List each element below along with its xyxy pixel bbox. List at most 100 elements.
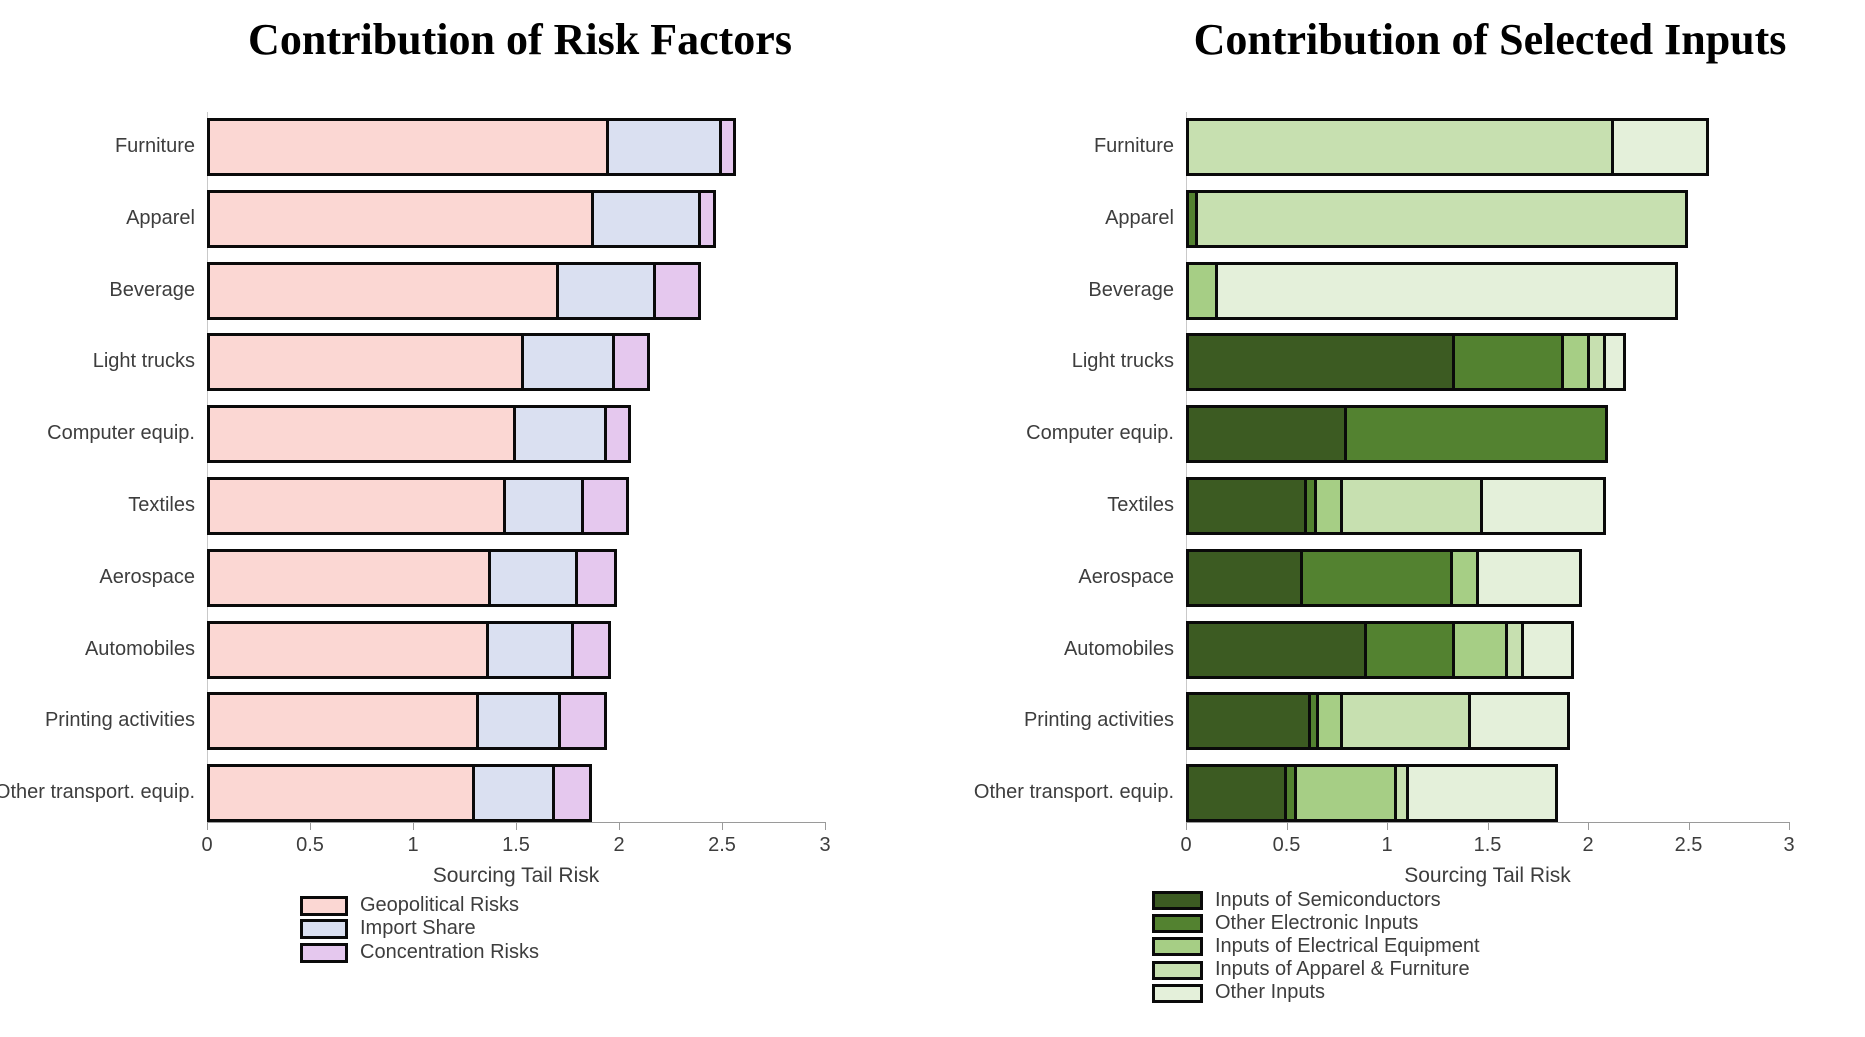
bar-segment bbox=[1186, 549, 1303, 607]
x-axis-tick bbox=[1487, 822, 1489, 830]
bar-segment bbox=[1452, 621, 1508, 679]
x-axis-tick-label: 1.5 bbox=[502, 834, 530, 856]
x-axis-tick-label: 3 bbox=[1783, 834, 1795, 856]
bar-segment bbox=[1215, 262, 1679, 320]
x-axis-tick bbox=[207, 822, 208, 830]
x-axis-tick bbox=[619, 822, 620, 830]
bar-segment bbox=[1186, 118, 1615, 176]
bar-segment bbox=[1343, 405, 1609, 463]
bar-segment bbox=[207, 262, 560, 320]
x-axis-label: Sourcing Tail Risk bbox=[432, 864, 600, 887]
category-label: Textiles bbox=[1107, 494, 1174, 516]
legend-label: Other Electronic Inputs bbox=[1215, 911, 1419, 934]
x-axis-tick-label: 2 bbox=[613, 834, 625, 856]
bar-segment bbox=[1293, 764, 1398, 822]
category-label: Other transport. equip. bbox=[973, 781, 1174, 803]
bar-segment bbox=[1476, 549, 1582, 607]
legend-label: Inputs of Electrical Equipment bbox=[1215, 934, 1480, 957]
legend-swatch bbox=[300, 896, 348, 916]
bar-segment bbox=[488, 549, 578, 607]
category-label: Printing activities bbox=[1023, 709, 1174, 731]
legend-label: Import Share bbox=[360, 917, 476, 940]
x-axis-tick-label: 1 bbox=[1381, 834, 1393, 856]
bar-segment bbox=[207, 333, 525, 391]
bar-segment bbox=[570, 621, 611, 679]
bar-segment bbox=[207, 190, 595, 248]
bar-segment bbox=[207, 549, 492, 607]
legend-swatch bbox=[1152, 914, 1203, 934]
legend-label: Geopolitical Risks bbox=[360, 894, 519, 916]
category-label: Printing activities bbox=[44, 709, 195, 731]
bar-segment bbox=[611, 333, 650, 391]
bar-segment bbox=[605, 118, 722, 176]
bar-segment bbox=[1186, 333, 1456, 391]
right-chart-title: Contribution of Selected Inputs bbox=[1193, 15, 1787, 64]
category-label: Light trucks bbox=[1071, 350, 1174, 372]
x-axis-tick bbox=[825, 822, 826, 830]
x-axis-tick-label: 0 bbox=[201, 834, 213, 856]
x-axis-tick-label: 0 bbox=[1180, 834, 1192, 856]
bar-segment bbox=[1468, 692, 1570, 750]
bar-segment bbox=[207, 621, 490, 679]
legend-label: Inputs of Apparel & Furniture bbox=[1215, 958, 1470, 981]
x-axis-tick bbox=[1789, 822, 1790, 830]
x-axis-tick bbox=[1286, 822, 1288, 830]
x-axis-tick-label: 0.5 bbox=[296, 834, 324, 856]
bar-segment bbox=[207, 477, 506, 535]
bar-segment bbox=[552, 764, 593, 822]
x-axis-tick bbox=[722, 822, 723, 830]
bar-segment bbox=[1186, 621, 1367, 679]
bar-segment bbox=[1186, 764, 1287, 822]
bar-segment bbox=[207, 764, 475, 822]
bar-segment bbox=[207, 405, 516, 463]
bar-segment bbox=[207, 692, 479, 750]
x-axis-tick bbox=[1387, 822, 1388, 830]
bar-segment bbox=[1480, 477, 1607, 535]
category-label: Apparel bbox=[1105, 207, 1174, 229]
x-axis-tick-label: 1.5 bbox=[1473, 834, 1502, 856]
bar-segment bbox=[471, 764, 556, 822]
legend-label: Concentration Risks bbox=[360, 940, 539, 963]
x-axis-tick bbox=[310, 822, 311, 830]
category-label: Furniture bbox=[1093, 135, 1174, 157]
bar-segment bbox=[653, 262, 702, 320]
bar-segment bbox=[1520, 621, 1574, 679]
bar-segment bbox=[1450, 549, 1480, 607]
legend-swatch bbox=[300, 942, 348, 963]
x-axis-tick-label: 1 bbox=[407, 834, 419, 856]
bar-segment bbox=[580, 477, 630, 535]
x-axis-tick-label: 3 bbox=[819, 834, 831, 856]
bar-segment bbox=[1186, 262, 1219, 320]
x-axis-tick bbox=[1186, 822, 1187, 830]
bar-segment bbox=[1313, 477, 1343, 535]
x-axis-tick bbox=[516, 822, 517, 830]
bar-segment bbox=[1339, 477, 1484, 535]
category-label: Computer equip. bbox=[47, 422, 195, 444]
bar-segment bbox=[719, 118, 737, 176]
bar-segment bbox=[502, 477, 584, 535]
bar-segment bbox=[1611, 118, 1709, 176]
bar-segment bbox=[486, 621, 574, 679]
category-label: Aerospace bbox=[99, 566, 195, 588]
bar-segment bbox=[558, 692, 607, 750]
bar-segment bbox=[1406, 764, 1558, 822]
bar-segment bbox=[556, 262, 657, 320]
category-label: Light trucks bbox=[92, 350, 195, 372]
x-axis-tick-label: 2.5 bbox=[708, 834, 736, 856]
bar-segment bbox=[1560, 333, 1590, 391]
category-label: Beverage bbox=[1088, 279, 1174, 301]
bar-segment bbox=[1603, 333, 1627, 391]
x-axis-tick-label: 2 bbox=[1582, 834, 1594, 856]
y-axis-line bbox=[207, 112, 208, 822]
left-chart-title: Contribution of Risk Factors bbox=[248, 15, 792, 64]
bar-segment bbox=[1315, 692, 1343, 750]
x-axis-label: Sourcing Tail Risk bbox=[1404, 864, 1571, 887]
x-axis-tick bbox=[413, 822, 414, 830]
bar-segment bbox=[521, 333, 615, 391]
x-axis-tick bbox=[1688, 822, 1690, 830]
category-label: Computer equip. bbox=[1026, 422, 1174, 444]
bar-segment bbox=[1186, 405, 1347, 463]
category-label: Automobiles bbox=[84, 638, 195, 660]
bar-segment bbox=[1195, 190, 1689, 248]
bar-segment bbox=[513, 405, 607, 463]
